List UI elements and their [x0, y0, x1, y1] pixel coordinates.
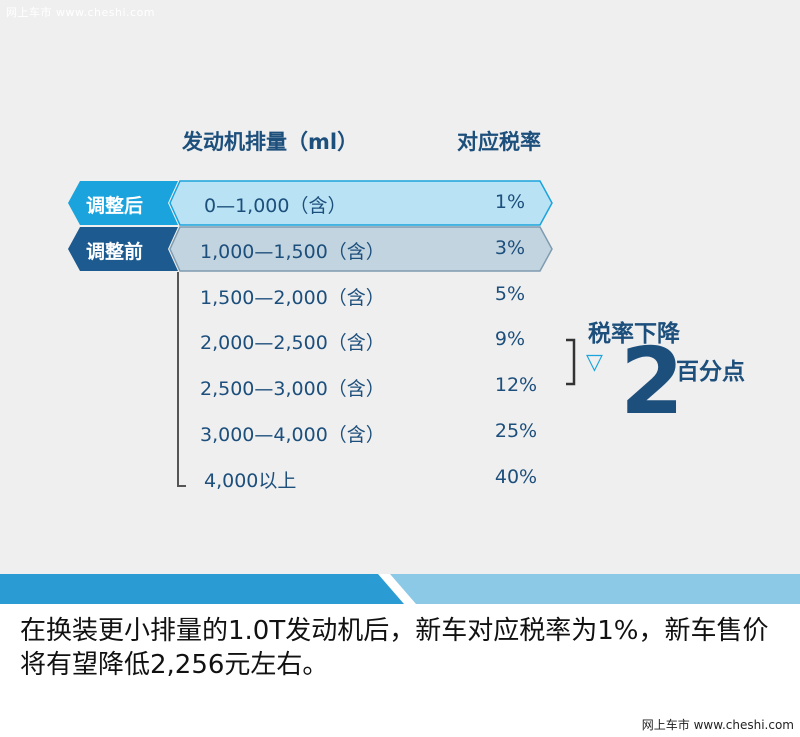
before-tag-label: 调整前 — [86, 241, 144, 263]
down-arrow-icon: ▽ — [586, 350, 603, 375]
drop-unit: 百分点 — [676, 359, 745, 385]
infographic-panel — [0, 0, 800, 574]
before-tag-shape — [68, 227, 178, 271]
row-range: 2,000—2,500（含） — [200, 332, 385, 354]
before-row-bar — [169, 226, 553, 272]
bottom-stripe-light — [390, 574, 800, 604]
row-range: 1,000—1,500（含） — [200, 241, 385, 263]
row-rate: 5% — [494, 283, 526, 305]
caption-text: 在换装更小排量的1.0T发动机后，新车对应税率为1%，新车售价将有望降低2,25… — [20, 616, 769, 680]
row-range: 2,500—3,000（含） — [200, 378, 385, 400]
after-row-bar — [169, 180, 553, 226]
row-range: 1,500—2,000（含） — [200, 287, 385, 309]
bottom-stripe-dark — [0, 574, 404, 604]
row-range: 0—1,000（含） — [204, 195, 347, 217]
row-rate: 12% — [494, 374, 538, 396]
after-tag-shape — [68, 181, 178, 225]
rate-header: 对应税率 — [457, 130, 541, 154]
row-range: 3,000—4,000（含） — [200, 424, 385, 446]
row-rate: 1% — [494, 191, 526, 213]
row-range: 4,000以上 — [204, 470, 297, 492]
note-title: 税率下降 — [588, 321, 680, 347]
row-rate: 9% — [494, 328, 526, 350]
top-watermark: 网上车市 www.cheshi.com — [6, 6, 156, 19]
row-rate: 3% — [494, 237, 526, 259]
displacement-header: 发动机排量（ml） — [182, 130, 359, 154]
drop-number: 2 — [620, 328, 685, 435]
note-bracket — [566, 338, 576, 386]
after-tag-label: 调整后 — [86, 195, 144, 217]
list-bracket-line — [177, 272, 186, 487]
row-rate: 25% — [494, 420, 538, 442]
bottom-watermark: 网上车市 www.cheshi.com — [641, 718, 794, 732]
row-rate: 40% — [494, 466, 538, 488]
